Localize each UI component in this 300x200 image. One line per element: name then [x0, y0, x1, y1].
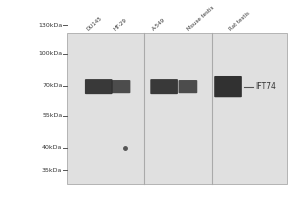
Text: 40kDa: 40kDa: [42, 145, 62, 150]
Text: Mouse testis: Mouse testis: [187, 5, 216, 32]
FancyBboxPatch shape: [178, 80, 197, 93]
Bar: [67, 33, 287, 184]
Text: 35kDa: 35kDa: [42, 168, 62, 173]
FancyBboxPatch shape: [85, 79, 112, 94]
Text: Rat testis: Rat testis: [228, 11, 251, 32]
Text: IFT74: IFT74: [256, 82, 276, 91]
Text: A-549: A-549: [151, 18, 166, 32]
Text: 55kDa: 55kDa: [42, 113, 62, 118]
FancyBboxPatch shape: [150, 79, 178, 94]
FancyBboxPatch shape: [112, 80, 130, 93]
Text: DU145: DU145: [86, 16, 103, 32]
Text: 130kDa: 130kDa: [38, 23, 62, 28]
Text: 100kDa: 100kDa: [38, 51, 62, 56]
Text: HT-29: HT-29: [112, 18, 128, 32]
FancyBboxPatch shape: [214, 76, 242, 97]
Text: 70kDa: 70kDa: [42, 83, 62, 88]
